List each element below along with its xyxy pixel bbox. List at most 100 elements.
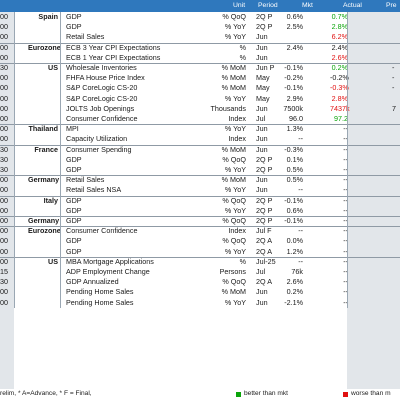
row-period: 2Q P — [256, 22, 273, 32]
row-event: ECB 3 Year CPI Expectations — [66, 42, 161, 52]
row-period: Jun — [256, 287, 268, 297]
row-unit: Thousands — [210, 103, 246, 113]
table-row: 00 Germany Retail Sales % MoM Jun 0.5% -- — [0, 175, 400, 185]
row-actual: -- — [343, 297, 348, 307]
row-actual: -- — [343, 165, 348, 174]
row-prior: - — [392, 83, 395, 93]
table-row: 00 GDP % QoQ 2Q A 0.0% -- — [0, 236, 400, 246]
row-period: Jun — [256, 134, 268, 144]
row-event: Consumer Confidence — [66, 226, 138, 236]
row-period: May — [256, 93, 270, 103]
row-actual: -- — [343, 175, 348, 185]
row-time: 00 — [0, 43, 8, 52]
table-header: Unit Period Mkt Actual Pre — [0, 0, 400, 12]
country-group-divider — [0, 226, 400, 228]
row-time: 00 — [0, 115, 8, 123]
row-mkt: -0.1% — [284, 63, 303, 72]
table-row: 00 Italy GDP % QoQ 2Q P -0.1% -- — [0, 196, 400, 206]
country-group-divider — [0, 124, 400, 126]
table-row: 00 GDP % YoY 2Q P 0.6% -- — [0, 206, 400, 216]
row-time: 00 — [0, 84, 8, 93]
row-actual: 2.6% — [331, 52, 348, 62]
row-period: 2Q P — [256, 154, 273, 164]
row-actual: -- — [343, 246, 348, 256]
row-unit: % MoM — [221, 63, 246, 72]
row-period: Jul-25 — [256, 256, 276, 266]
row-event: Wholesale Inventories — [66, 63, 137, 72]
row-mkt: 0.1% — [286, 154, 303, 164]
row-event: GDP — [66, 12, 82, 21]
row-period: Jun P — [256, 63, 275, 72]
row-country: Thailand — [28, 124, 58, 134]
row-time: 00 — [0, 74, 8, 83]
table-row: 00 Retail Sales % YoY Jun 6.2% — [0, 32, 400, 42]
row-unit: % YoY — [224, 22, 246, 32]
header-unit: Unit — [233, 2, 246, 9]
table-row: 00 Capacity Utilization Index Jun -- -- — [0, 134, 400, 144]
row-country: Eurozone — [28, 226, 61, 236]
row-unit: % QoQ — [222, 277, 246, 287]
row-event: GDP — [66, 165, 82, 174]
row-period: 2Q P — [256, 12, 273, 21]
row-unit: % YoY — [224, 205, 246, 215]
row-country: Spain — [38, 12, 58, 21]
row-actual: 0.7% — [331, 12, 348, 21]
row-actual: -0.2% — [330, 73, 349, 83]
table-row: 00 ECB 1 Year CPI Expectations% Jun 2.6% — [0, 53, 400, 63]
row-time: 00 — [0, 298, 8, 307]
row-country: Italy — [43, 195, 58, 205]
row-prior: 7 — [392, 103, 396, 113]
row-actual: -- — [343, 185, 348, 195]
row-unit: % MoM — [221, 175, 246, 185]
row-country: US — [48, 63, 58, 72]
row-time: 00 — [0, 53, 8, 62]
row-time: 00 — [0, 247, 8, 256]
row-event: Retail Sales — [66, 175, 105, 185]
row-event: FHFA House Price Index — [66, 73, 145, 83]
country-group-divider — [0, 195, 400, 197]
row-time: 00 — [0, 196, 8, 205]
row-mkt: 2.5% — [286, 22, 303, 32]
row-actual: -- — [343, 216, 348, 225]
actual-divider — [347, 12, 348, 308]
row-time: 00 — [0, 217, 8, 225]
row-period: Jun — [256, 103, 268, 113]
table-row: 00 Thailand MPI % YoY Jun 1.3% -- — [0, 124, 400, 134]
table-row: 00 Spain GDP % QoQ 2Q P 0.6% 0.7% — [0, 12, 400, 22]
prior-column-band — [347, 12, 400, 389]
row-mkt: -0.2% — [284, 73, 303, 83]
row-period: Jun — [256, 185, 268, 195]
row-mkt: 76k — [291, 267, 303, 276]
row-event: S&P CoreLogic CS-20 — [66, 83, 138, 93]
row-time: 30 — [0, 166, 8, 174]
row-mkt: -0.3% — [284, 144, 303, 154]
row-period: Jul — [256, 267, 266, 276]
row-period: Jun — [256, 52, 268, 62]
row-unit: % QoQ — [222, 195, 246, 205]
row-unit: Index — [228, 134, 246, 144]
header-prior: Pre — [386, 2, 397, 9]
table-row: 00 JOLTS Job Openings Thousands Jun 7500k 743… — [0, 104, 400, 114]
row-time: 30 — [0, 64, 8, 72]
row-mkt: -- — [298, 134, 303, 144]
row-time: 00 — [0, 227, 8, 236]
row-period: Jul — [256, 114, 266, 123]
row-event: GDP — [66, 246, 82, 256]
row-mkt: 2.4% — [286, 42, 303, 52]
row-actual: -- — [343, 267, 348, 276]
row-mkt: -0.1% — [284, 216, 303, 225]
table-row: 00 GDP % YoY 2Q P 2.5% 2.8% — [0, 22, 400, 32]
row-time: 00 — [0, 23, 8, 32]
row-time: 00 — [0, 13, 8, 21]
row-time: 00 — [0, 288, 8, 297]
time-column-band — [0, 12, 14, 389]
table-row: 00 S&P CoreLogic CS-20 % YoY May 2.9% 2.8% — [0, 94, 400, 104]
row-unit: % YoY — [224, 246, 246, 256]
row-event: Consumer Spending — [66, 144, 132, 154]
row-event: Retail Sales — [66, 32, 105, 42]
header-actual: Actual — [343, 2, 362, 9]
table-row: 00 FHFA House Price Index % MoM May -0.2% -0.… — [0, 73, 400, 83]
table-row: 30 GDP Annualized % QoQ 2Q A 2.6% -- — [0, 277, 400, 287]
row-mkt: -- — [298, 226, 303, 236]
row-mkt: 96.0 — [289, 114, 303, 123]
